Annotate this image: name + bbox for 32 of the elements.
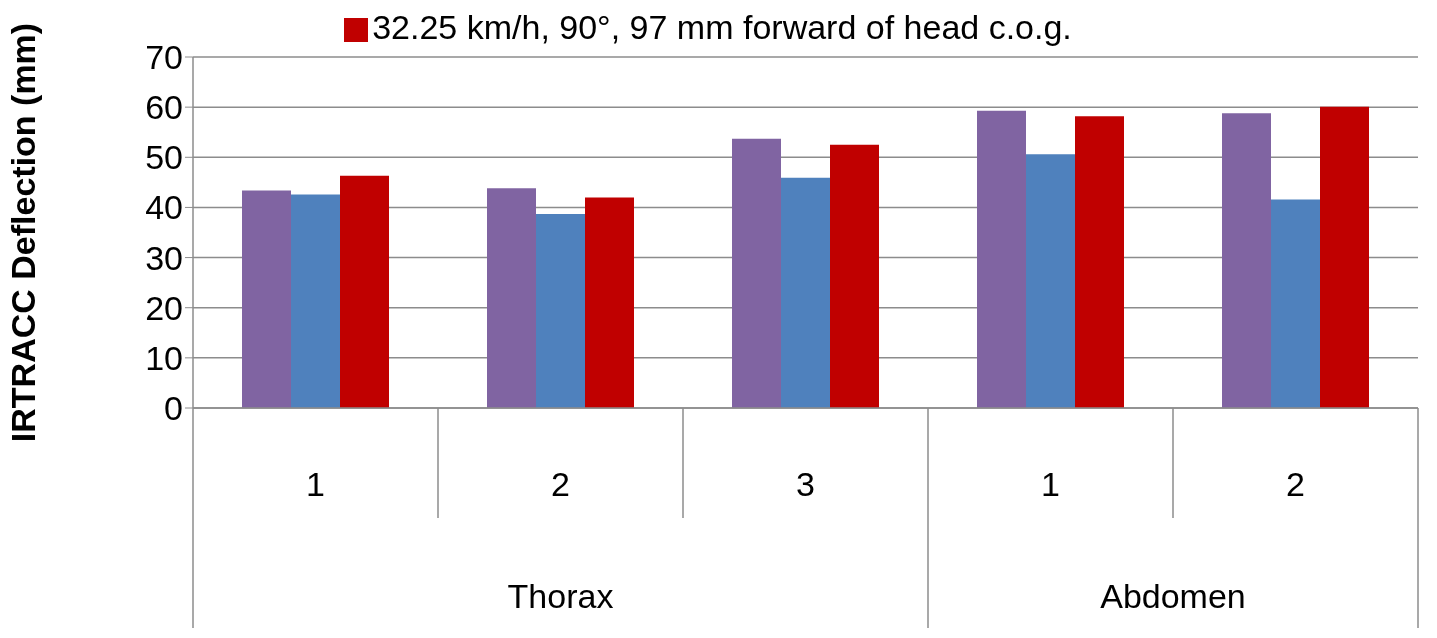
bar bbox=[1222, 113, 1271, 408]
bar bbox=[291, 194, 340, 408]
bar bbox=[340, 175, 389, 408]
legend-label: 32.25 km/h, 90°, 97 mm forward of head c.o.g. bbox=[372, 8, 1072, 46]
y-tick-label: 20 bbox=[145, 288, 183, 327]
text: Thorax bbox=[507, 577, 614, 615]
bar bbox=[1271, 199, 1320, 408]
x-tick-label: 3 bbox=[796, 465, 815, 503]
y-tick-label: 60 bbox=[145, 88, 183, 127]
y-tick-label: 70 bbox=[145, 38, 183, 77]
y-axis-title: IRTRACC Deflection (mm) bbox=[4, 22, 43, 443]
y-tick-label: 0 bbox=[164, 389, 183, 428]
y-tick-label: 30 bbox=[145, 238, 183, 277]
x-tick-label: 1 bbox=[306, 465, 325, 503]
y-tick-label: 10 bbox=[145, 338, 183, 377]
y-tick-label: 40 bbox=[145, 188, 183, 227]
bar bbox=[487, 188, 536, 408]
bar bbox=[732, 138, 781, 408]
bar bbox=[1075, 116, 1124, 408]
x-tick-label: 2 bbox=[1286, 465, 1305, 503]
x-tick-label: 2 bbox=[551, 465, 570, 503]
bar bbox=[1320, 106, 1369, 408]
x-tick-label: 1 bbox=[1041, 465, 1060, 503]
text: Abdomen bbox=[1100, 577, 1246, 615]
bar bbox=[830, 144, 879, 408]
bar bbox=[977, 110, 1026, 408]
bar bbox=[1026, 154, 1075, 408]
bar bbox=[781, 177, 830, 408]
bar bbox=[585, 197, 634, 408]
y-tick-label: 50 bbox=[145, 138, 183, 177]
bar bbox=[536, 213, 585, 408]
bar bbox=[242, 190, 291, 408]
